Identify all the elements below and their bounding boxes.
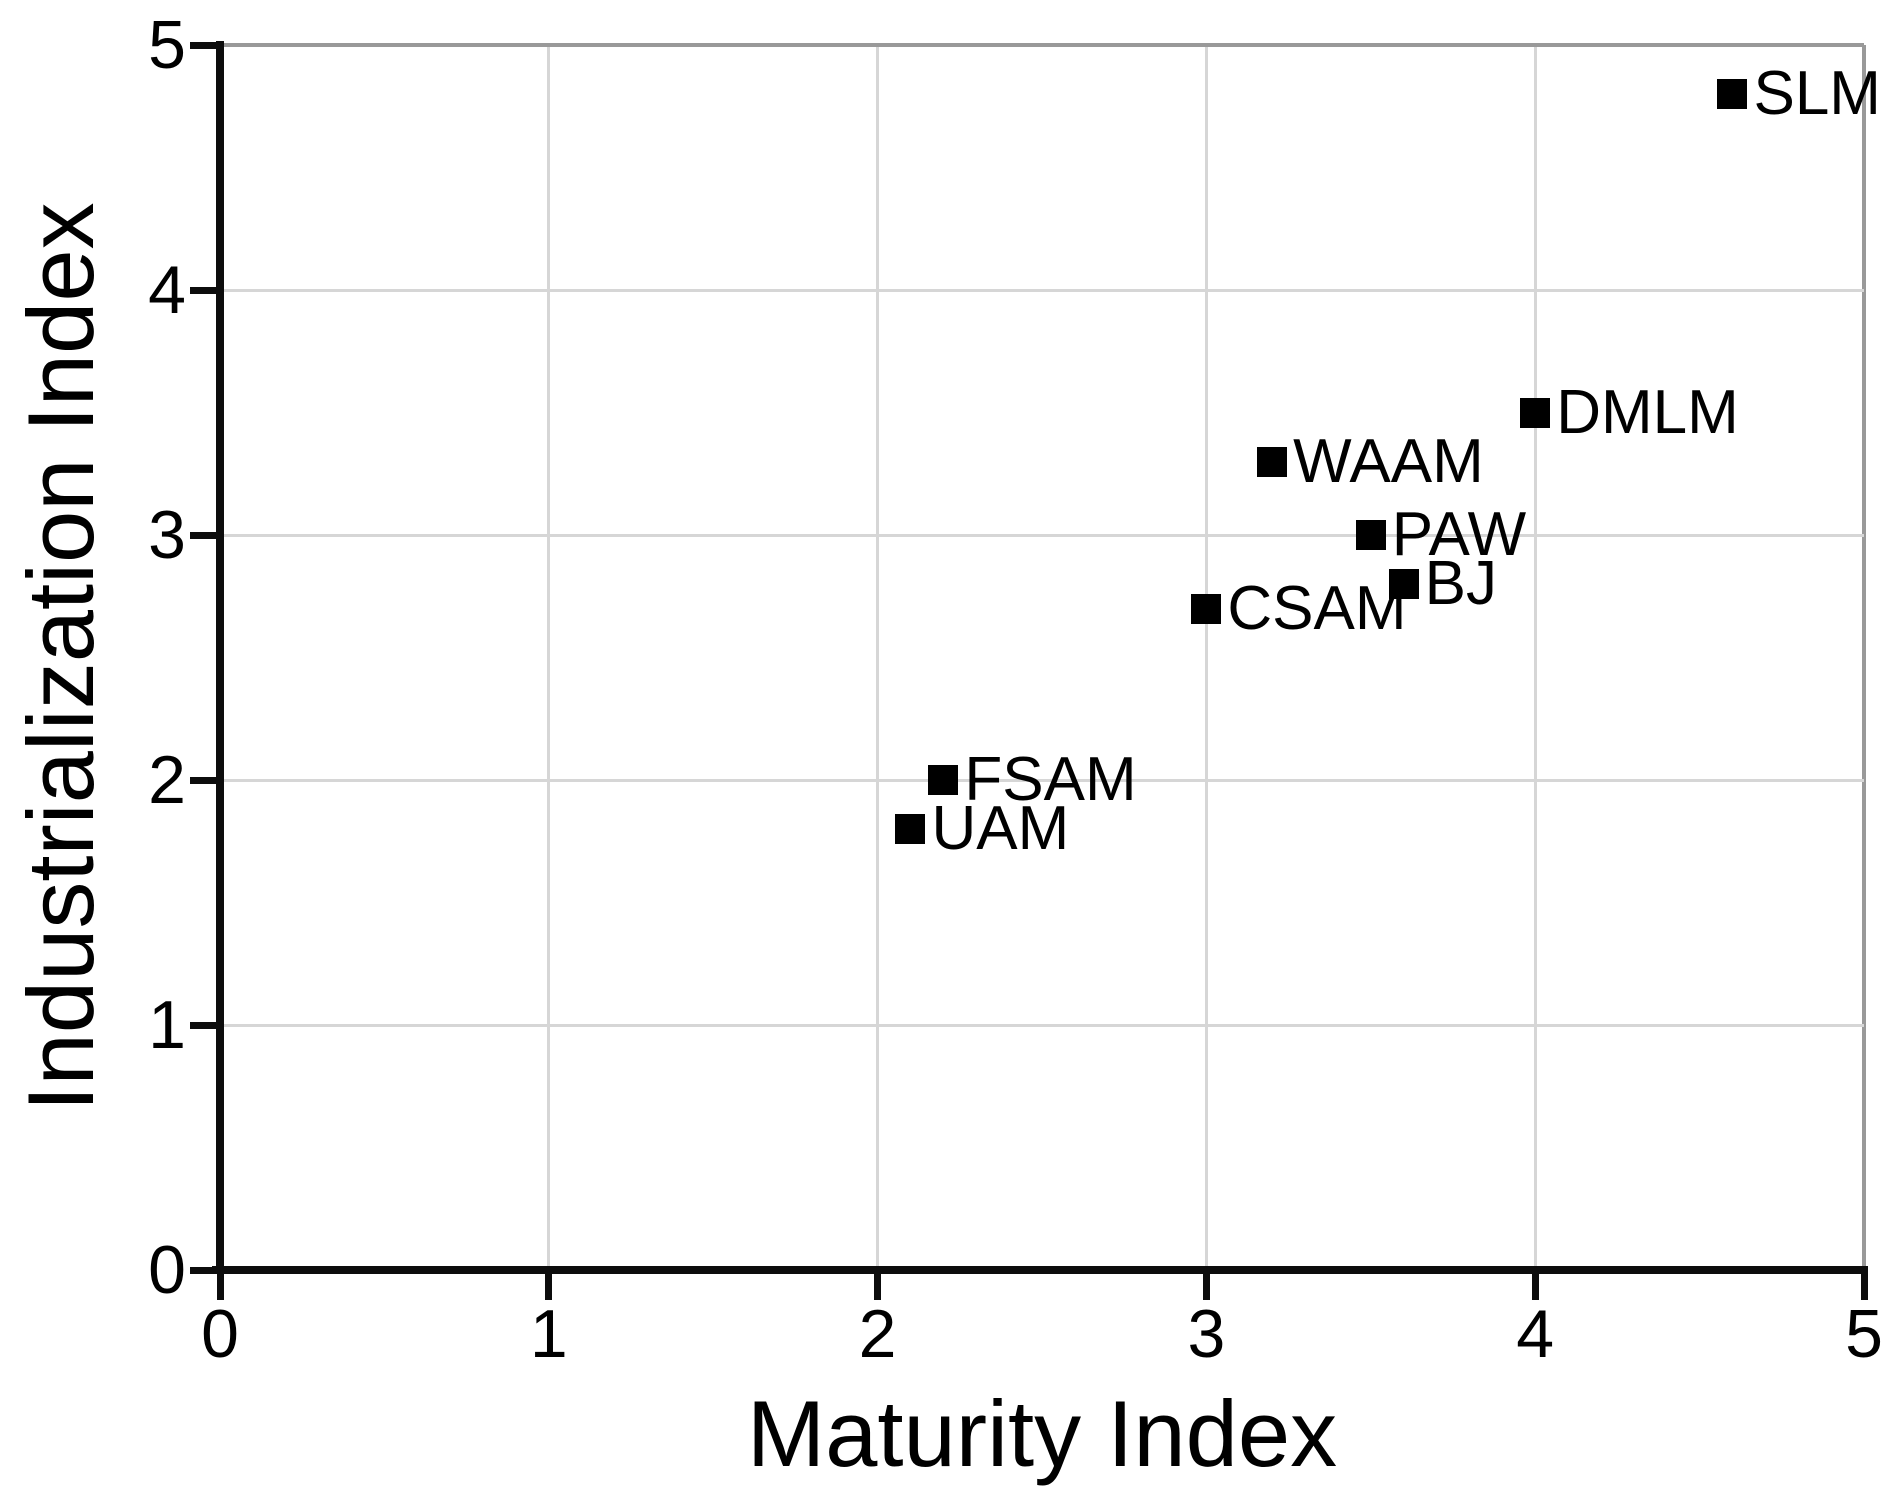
data-point-label-dmlm: DMLM bbox=[1556, 377, 1739, 447]
gridline-vertical bbox=[876, 45, 880, 1270]
y-axis-spine bbox=[216, 41, 224, 1274]
x-tick-label: 4 bbox=[1516, 1296, 1555, 1372]
data-point-label-csam: CSAM bbox=[1227, 573, 1407, 643]
y-axis-tick bbox=[190, 1266, 216, 1274]
x-tick-label: 0 bbox=[201, 1296, 239, 1372]
y-axis-tick bbox=[190, 41, 216, 49]
plot-right-border bbox=[1862, 45, 1866, 1270]
gridline-horizontal bbox=[220, 1023, 1864, 1027]
data-point-marker-dmlm bbox=[1520, 397, 1551, 428]
x-tick-label: 2 bbox=[858, 1296, 897, 1372]
data-point-marker-paw bbox=[1355, 520, 1386, 550]
data-point-marker-fsam bbox=[928, 765, 959, 795]
y-axis-tick bbox=[190, 1021, 216, 1029]
data-point-label-bj: BJ bbox=[1424, 549, 1498, 618]
data-point-label-waam: WAAM bbox=[1293, 426, 1484, 496]
gridline-horizontal bbox=[220, 533, 1864, 537]
y-axis-tick bbox=[190, 776, 216, 784]
data-point-label-uam: UAM bbox=[931, 794, 1070, 863]
data-point-marker-csam bbox=[1191, 593, 1222, 624]
y-tick-label: 1 bbox=[148, 987, 186, 1063]
gridline-horizontal bbox=[220, 288, 1864, 292]
gridline-vertical bbox=[1204, 45, 1208, 1270]
x-tick-label: 5 bbox=[1845, 1296, 1883, 1372]
gridline-vertical bbox=[547, 45, 551, 1270]
plot-top-border bbox=[220, 43, 1864, 47]
x-axis-spine bbox=[212, 1266, 1868, 1274]
y-axis-tick bbox=[190, 531, 216, 539]
x-axis-title: Maturity Index bbox=[746, 1381, 1338, 1486]
data-point-label-fsam: FSAM bbox=[964, 745, 1137, 814]
data-point-marker-uam bbox=[895, 814, 926, 844]
y-tick-label: 0 bbox=[148, 1232, 186, 1308]
y-tick-label: 4 bbox=[148, 252, 186, 328]
y-axis-title: Industrialization Index bbox=[8, 202, 113, 1112]
x-tick-label: 3 bbox=[1187, 1296, 1226, 1372]
x-tick-label: 1 bbox=[529, 1296, 568, 1372]
gridline-vertical bbox=[1533, 45, 1537, 1270]
y-tick-label: 5 bbox=[148, 7, 186, 83]
y-axis-tick bbox=[190, 286, 216, 294]
data-point-marker-slm bbox=[1717, 79, 1748, 109]
data-point-marker-waam bbox=[1257, 446, 1288, 477]
y-tick-label: 2 bbox=[148, 742, 186, 818]
y-tick-label: 3 bbox=[148, 497, 186, 573]
data-point-label-slm: SLM bbox=[1753, 59, 1881, 128]
data-point-label-paw: PAW bbox=[1391, 500, 1527, 569]
